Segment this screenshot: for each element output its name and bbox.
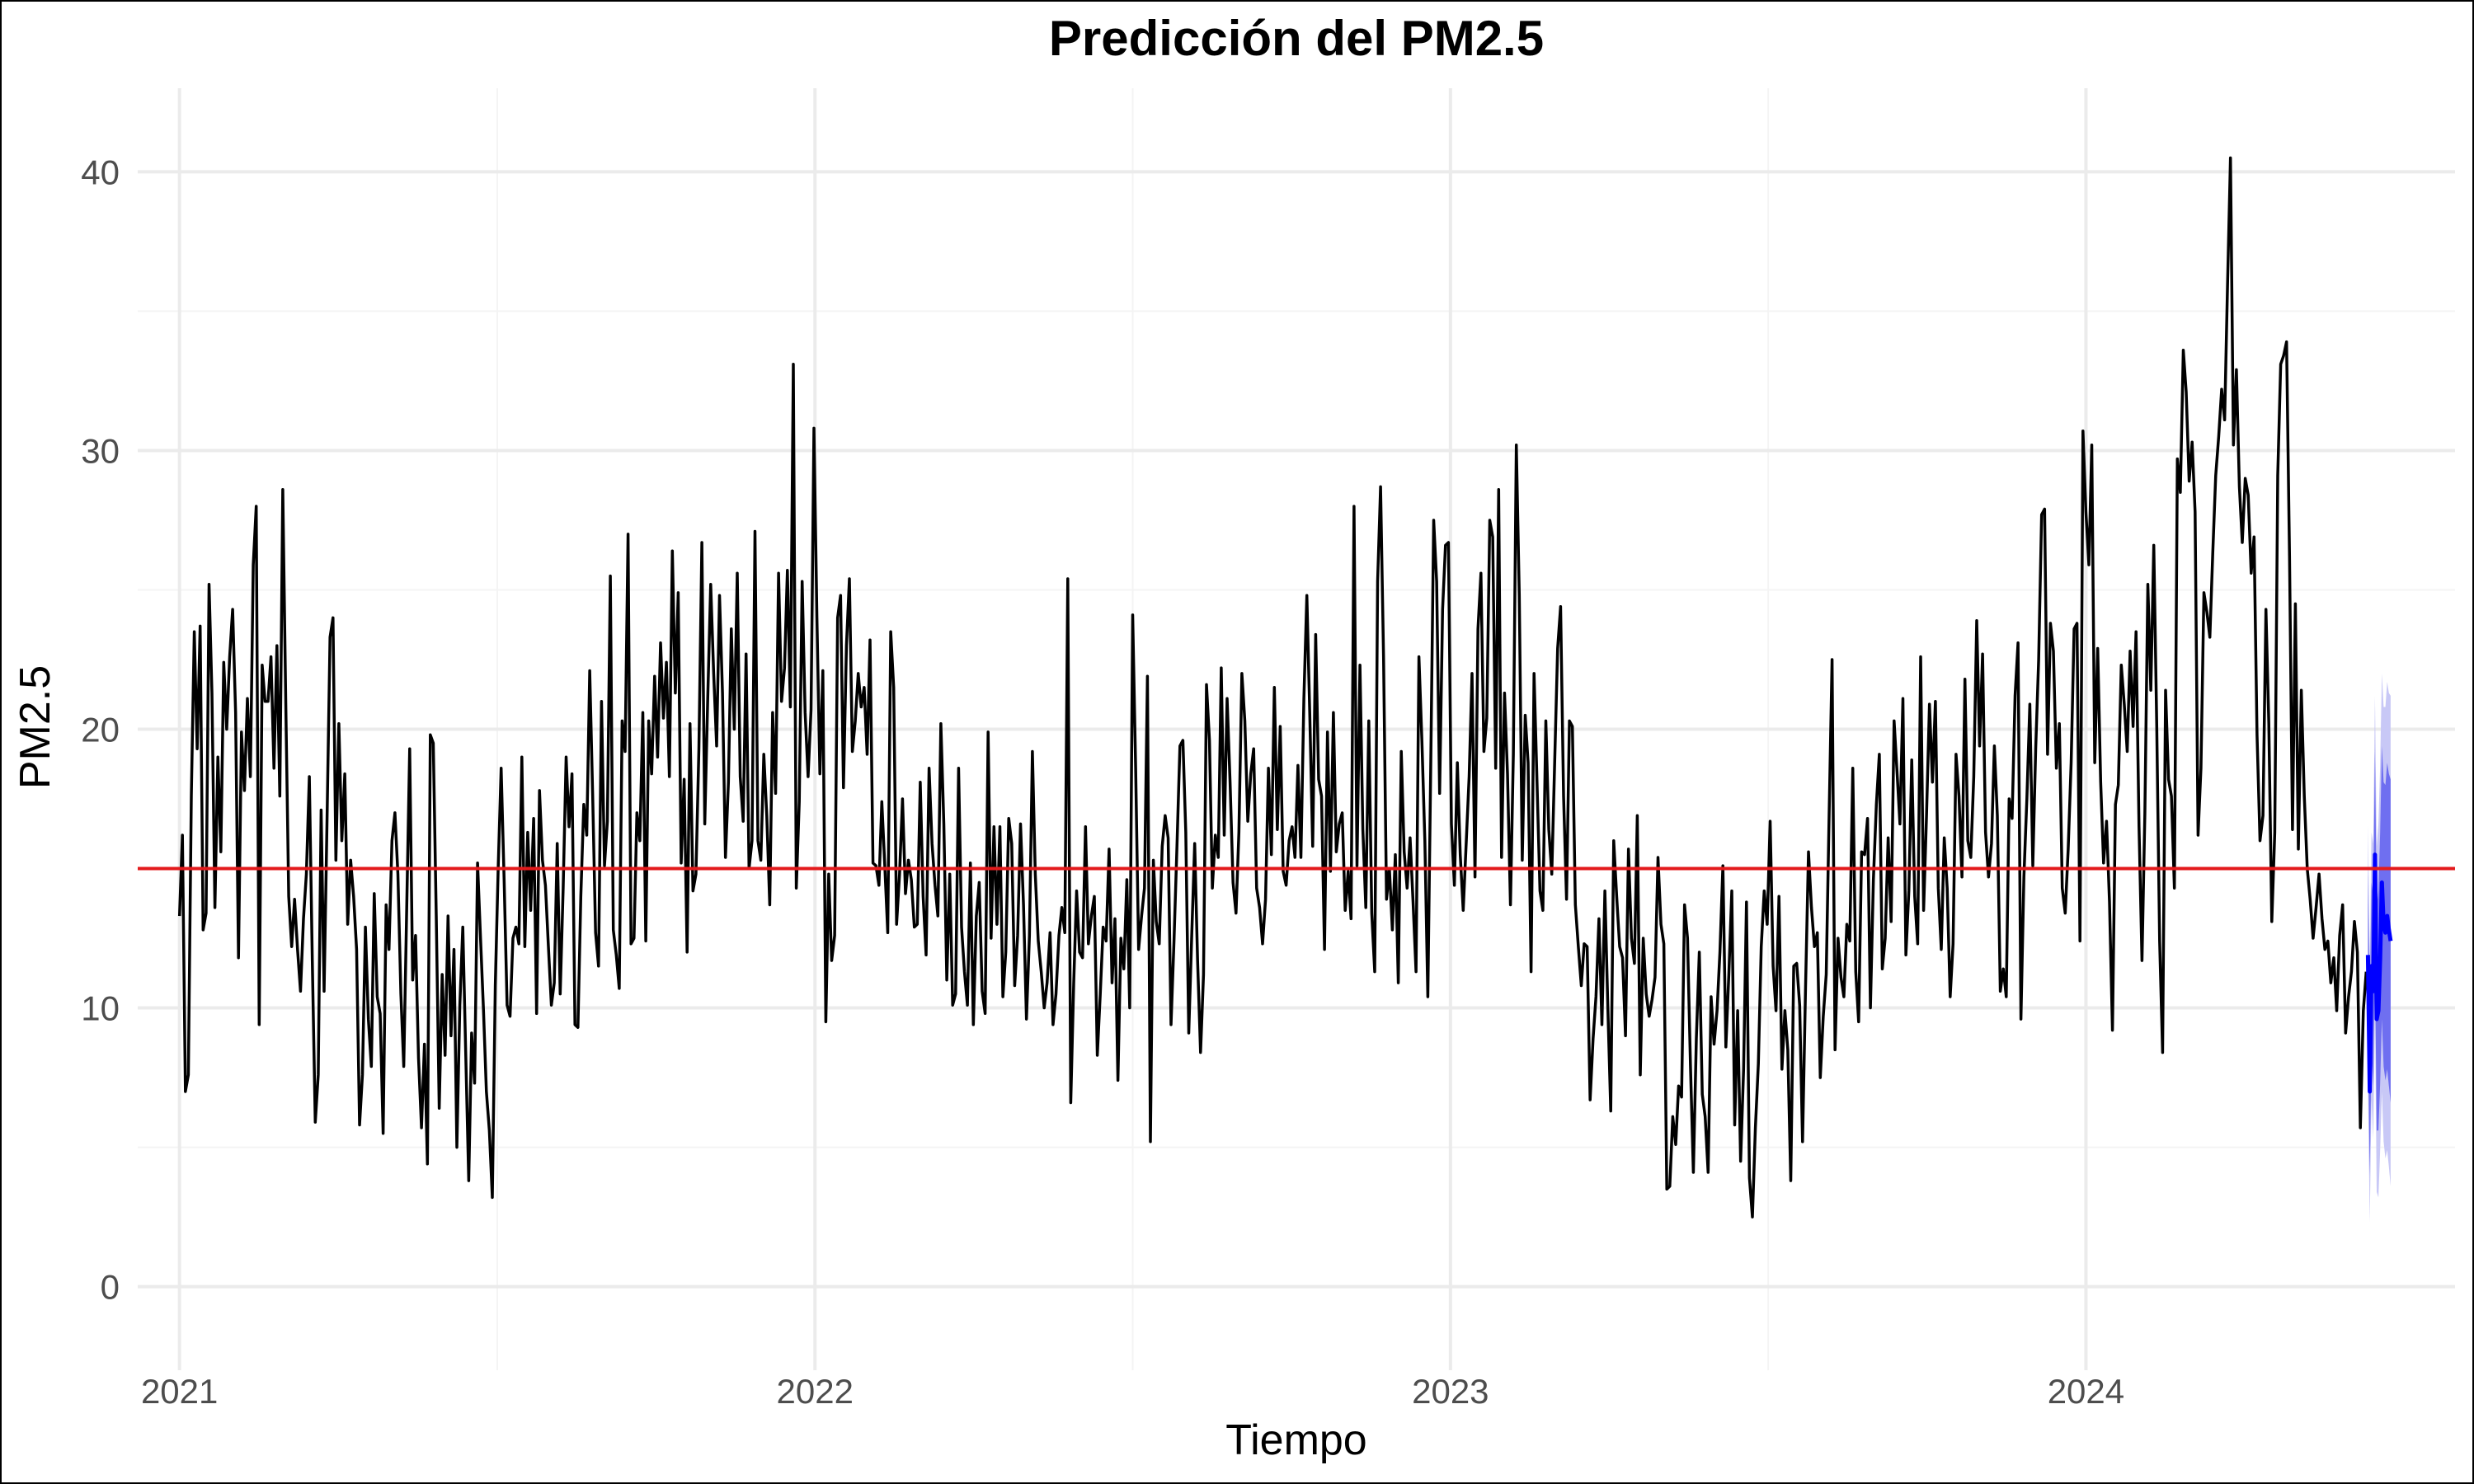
y-axis-tick-labels: 0 10 20 30 40 <box>81 153 120 1306</box>
y-axis-title: PM2.5 <box>12 665 59 789</box>
forecast-series-line <box>2365 852 2393 1094</box>
series-lines <box>177 156 2393 1219</box>
gridlines <box>138 88 2455 1370</box>
observed-series-line <box>177 156 2368 1219</box>
chart-title: Predicción del PM2.5 <box>1049 11 1544 66</box>
y-tick-label: 10 <box>81 989 120 1028</box>
x-tick-label: 2024 <box>2048 1372 2124 1411</box>
x-axis-title: Tiempo <box>1225 1416 1366 1464</box>
x-tick-label: 2022 <box>777 1372 854 1411</box>
y-tick-label: 20 <box>81 711 120 749</box>
y-tick-label: 30 <box>81 431 120 470</box>
y-tick-label: 0 <box>101 1268 120 1307</box>
y-tick-label: 40 <box>81 153 120 191</box>
x-tick-label: 2023 <box>1412 1372 1489 1411</box>
x-axis-tick-labels: 2021 2022 2023 2024 <box>141 1372 2124 1411</box>
x-tick-label: 2021 <box>141 1372 218 1411</box>
